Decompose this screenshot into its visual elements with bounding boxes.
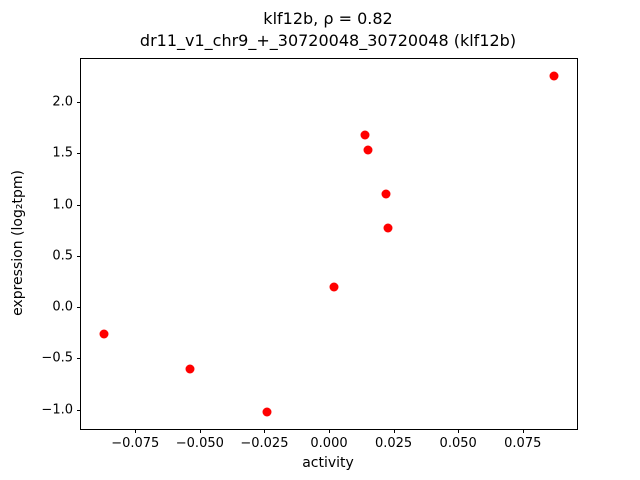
y-tick-label: 1.5: [52, 145, 73, 161]
y-axis-label: expression (log₂tpm): [10, 170, 26, 316]
x-tick-mark: [199, 429, 201, 433]
x-tick-label: −0.075: [111, 436, 160, 451]
x-tick-mark: [393, 429, 395, 433]
x-tick-label: 0.000: [310, 436, 348, 451]
x-tick-mark: [458, 429, 460, 433]
y-tick-mark: [77, 102, 81, 104]
y-tick-mark: [77, 307, 81, 309]
y-tick-mark: [77, 409, 81, 411]
y-tick-label: 0.0: [52, 299, 73, 315]
y-tick-label: 1.0: [52, 197, 73, 213]
y-tick-label: −1.0: [41, 402, 73, 418]
y-tick-mark: [77, 204, 81, 206]
x-axis-label: activity: [302, 455, 354, 471]
scatter-point: [381, 189, 391, 199]
x-tick-label: 0.075: [504, 436, 542, 451]
chart-title: klf12b, ρ = 0.82: [263, 9, 393, 28]
scatter-point: [262, 407, 272, 417]
x-tick-mark: [329, 429, 330, 433]
x-tick-mark: [135, 429, 137, 433]
scatter-point: [99, 329, 109, 339]
scatter-point: [329, 282, 339, 292]
y-tick-label: −0.5: [41, 350, 73, 366]
scatter-point: [360, 130, 370, 140]
y-tick-mark: [77, 255, 81, 257]
x-tick-label: 0.025: [374, 436, 413, 451]
scatter-point: [383, 223, 393, 233]
y-tick-label: 0.5: [52, 248, 73, 264]
x-tick-label: 0.050: [439, 436, 477, 451]
x-tick-mark: [522, 429, 524, 433]
scatter-point: [185, 364, 194, 374]
scatter-point: [363, 145, 373, 155]
scatter-point: [549, 71, 559, 81]
x-tick-label: −0.050: [175, 436, 224, 451]
chart-subtitle: dr11_v1_chr9_+_30720048_30720048 (klf12b…: [139, 31, 517, 50]
plot-area: −0.075 −0.050 −0.025 0.000 0.025 0.050 0.075 −1…: [41, 58, 578, 451]
x-tick-label: −0.025: [240, 436, 289, 451]
x-tick-mark: [264, 429, 266, 433]
y-tick-mark: [77, 153, 81, 155]
y-tick-label: 2.0: [52, 94, 73, 110]
y-tick-mark: [77, 358, 81, 360]
